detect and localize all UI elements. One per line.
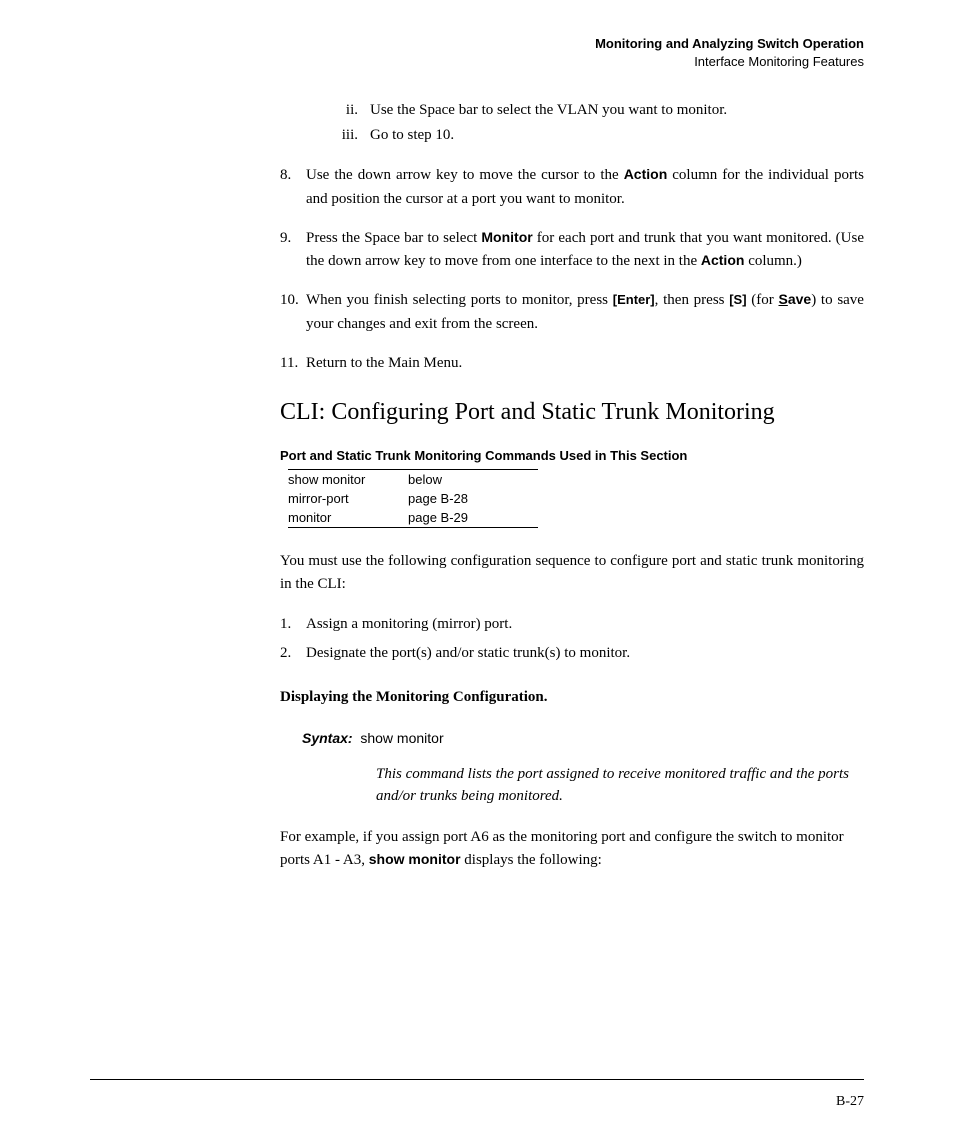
step-number: 11. xyxy=(280,352,306,375)
bold-action: Action xyxy=(701,252,745,268)
save-underline: S xyxy=(779,291,788,307)
step-9: 9. Press the Space bar to select Monitor… xyxy=(280,227,864,274)
step-text: When you finish selecting ports to monit… xyxy=(306,289,864,336)
syntax-line: Syntax: show monitor xyxy=(302,730,864,746)
page-content: ii. Use the Space bar to select the VLAN… xyxy=(90,99,864,872)
save-rest: ave xyxy=(788,291,811,307)
footer-divider xyxy=(90,1079,864,1080)
step-number: 9. xyxy=(280,227,306,274)
step-number: 8. xyxy=(280,164,306,211)
table-row: monitor page B-29 xyxy=(288,508,538,528)
step-text: Designate the port(s) and/or static trun… xyxy=(306,642,864,665)
commands-table: show monitor below mirror-port page B-28… xyxy=(288,469,538,528)
syntax-command: show monitor xyxy=(360,730,443,746)
step-text: Use the down arrow key to move the curso… xyxy=(306,164,864,211)
roman-marker: ii. xyxy=(340,99,370,122)
cmd-cell: show monitor xyxy=(288,470,408,490)
config-step-2: 2. Designate the port(s) and/or static t… xyxy=(280,642,864,665)
ref-cell: below xyxy=(408,470,538,490)
header-subtitle: Interface Monitoring Features xyxy=(90,53,864,71)
bold-show-monitor: show monitor xyxy=(369,851,461,867)
ref-cell: page B-29 xyxy=(408,508,538,528)
table-row: show monitor below xyxy=(288,470,538,490)
table-row: mirror-port page B-28 xyxy=(288,489,538,508)
example-paragraph: For example, if you assign port A6 as th… xyxy=(280,826,864,873)
key-s: [S] xyxy=(729,292,746,307)
syntax-label: Syntax: xyxy=(302,730,353,746)
page-number: B-27 xyxy=(836,1094,864,1110)
step-number: 1. xyxy=(280,613,306,636)
syntax-description: This command lists the port assigned to … xyxy=(376,764,864,808)
step-text: Return to the Main Menu. xyxy=(306,352,864,375)
sub-heading: Displaying the Monitoring Configuration. xyxy=(280,689,864,706)
syntax-block: Syntax: show monitor This command lists … xyxy=(302,730,864,808)
roman-item: ii. Use the Space bar to select the VLAN… xyxy=(340,99,864,122)
roman-text: Use the Space bar to select the VLAN you… xyxy=(370,99,864,122)
cmd-cell: monitor xyxy=(288,508,408,528)
key-enter: [Enter] xyxy=(613,292,655,307)
bold-monitor: Monitor xyxy=(481,229,532,245)
section-heading: CLI: Configuring Port and Static Trunk M… xyxy=(280,399,864,426)
cmd-cell: mirror-port xyxy=(288,489,408,508)
roman-sublist: ii. Use the Space bar to select the VLAN… xyxy=(340,99,864,146)
step-10: 10. When you finish selecting ports to m… xyxy=(280,289,864,336)
step-text: Assign a monitoring (mirror) port. xyxy=(306,613,864,636)
bold-action: Action xyxy=(624,166,668,182)
roman-text: Go to step 10. xyxy=(370,124,864,147)
step-8: 8. Use the down arrow key to move the cu… xyxy=(280,164,864,211)
step-number: 2. xyxy=(280,642,306,665)
roman-marker: iii. xyxy=(340,124,370,147)
intro-paragraph: You must use the following configuration… xyxy=(280,550,864,597)
header-title: Monitoring and Analyzing Switch Operatio… xyxy=(90,35,864,53)
config-step-1: 1. Assign a monitoring (mirror) port. xyxy=(280,613,864,636)
step-number: 10. xyxy=(280,289,306,336)
page-header: Monitoring and Analyzing Switch Operatio… xyxy=(90,35,864,71)
ref-cell: page B-28 xyxy=(408,489,538,508)
roman-item: iii. Go to step 10. xyxy=(340,124,864,147)
table-caption: Port and Static Trunk Monitoring Command… xyxy=(280,448,864,463)
step-11: 11. Return to the Main Menu. xyxy=(280,352,864,375)
step-text: Press the Space bar to select Monitor fo… xyxy=(306,227,864,274)
